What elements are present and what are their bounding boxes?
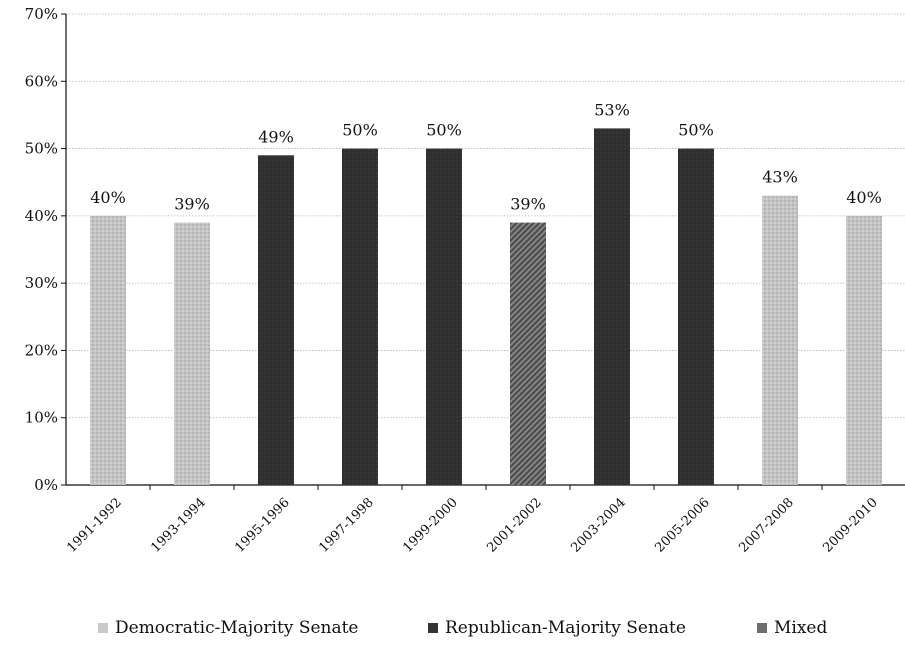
bar-1997-1998: [342, 148, 378, 486]
data-label-2003-2004: 53%: [594, 100, 630, 119]
legend-item-mixed: Mixed: [757, 618, 827, 638]
x-tick-label-1995-1996: 1995-1996: [232, 495, 293, 556]
bar-1999-2000: [426, 148, 462, 486]
bar-2003-2004: [594, 128, 630, 485]
legend-swatch-mixed: [757, 623, 767, 633]
bar-2007-2008: [762, 195, 798, 485]
y-tick-label: 0%: [34, 476, 58, 494]
bar-2009-2010: [846, 215, 882, 485]
data-label-1995-1996: 49%: [258, 127, 294, 146]
data-label-2007-2008: 43%: [762, 168, 798, 187]
bar-1995-1996: [258, 155, 294, 486]
x-tick-label-2007-2008: 2007-2008: [736, 495, 797, 556]
legend-label-democratic: Democratic-Majority Senate: [115, 618, 359, 638]
y-tick-label: 50%: [25, 140, 58, 158]
legend-swatch-republican: [428, 623, 438, 633]
x-tick-label-1993-1994: 1993-1994: [148, 495, 209, 556]
x-tick-label-1999-2000: 1999-2000: [400, 495, 461, 556]
data-labels: 40% 39% 49% 50% 50% 39% 53% 50% 43% 40%: [90, 100, 882, 213]
bar-1993-1994: [174, 222, 210, 486]
x-tick-label-1991-1992: 1991-1992: [64, 495, 125, 556]
legend-item-democratic: Democratic-Majority Senate: [98, 618, 359, 638]
x-tick-label-2003-2004: 2003-2004: [568, 495, 629, 556]
y-tick-label: 20%: [25, 341, 58, 359]
bar-2001-2002: [510, 222, 546, 486]
y-tick-label: 40%: [25, 207, 58, 225]
y-tick-label: 60%: [25, 72, 58, 90]
data-label-1991-1992: 40%: [90, 188, 126, 207]
data-label-1997-1998: 50%: [342, 121, 378, 140]
bar-1991-1992: [90, 215, 126, 485]
legend-label-republican: Republican-Majority Senate: [445, 618, 686, 638]
bar-2005-2006: [678, 148, 714, 486]
x-tick-label-2005-2006: 2005-2006: [652, 495, 713, 556]
legend-item-republican: Republican-Majority Senate: [428, 618, 686, 638]
x-tick-label-2009-2010: 2009-2010: [820, 495, 881, 556]
legend-swatch-democratic: [98, 623, 108, 633]
x-tick-labels: 1991-1992 1993-1994 1995-1996 1997-1998 1999…: [64, 495, 881, 556]
y-tick-label: 70%: [25, 5, 58, 23]
data-label-1993-1994: 39%: [174, 195, 210, 214]
data-label-2005-2006: 50%: [678, 121, 714, 140]
bars: [90, 128, 882, 486]
legend: Democratic-Majority Senate Republican-Ma…: [0, 618, 905, 644]
y-tick-label: 30%: [25, 274, 58, 292]
y-tick-labels: 0% 10% 20% 30% 40% 50% 60% 70%: [25, 5, 58, 494]
x-tick-label-1997-1998: 1997-1998: [316, 495, 377, 556]
data-label-1999-2000: 50%: [426, 121, 462, 140]
data-label-2001-2002: 39%: [510, 195, 546, 214]
data-label-2009-2010: 40%: [846, 188, 882, 207]
legend-label-mixed: Mixed: [774, 618, 828, 638]
x-tick-label-2001-2002: 2001-2002: [484, 495, 545, 556]
y-tick-label: 10%: [25, 409, 58, 427]
